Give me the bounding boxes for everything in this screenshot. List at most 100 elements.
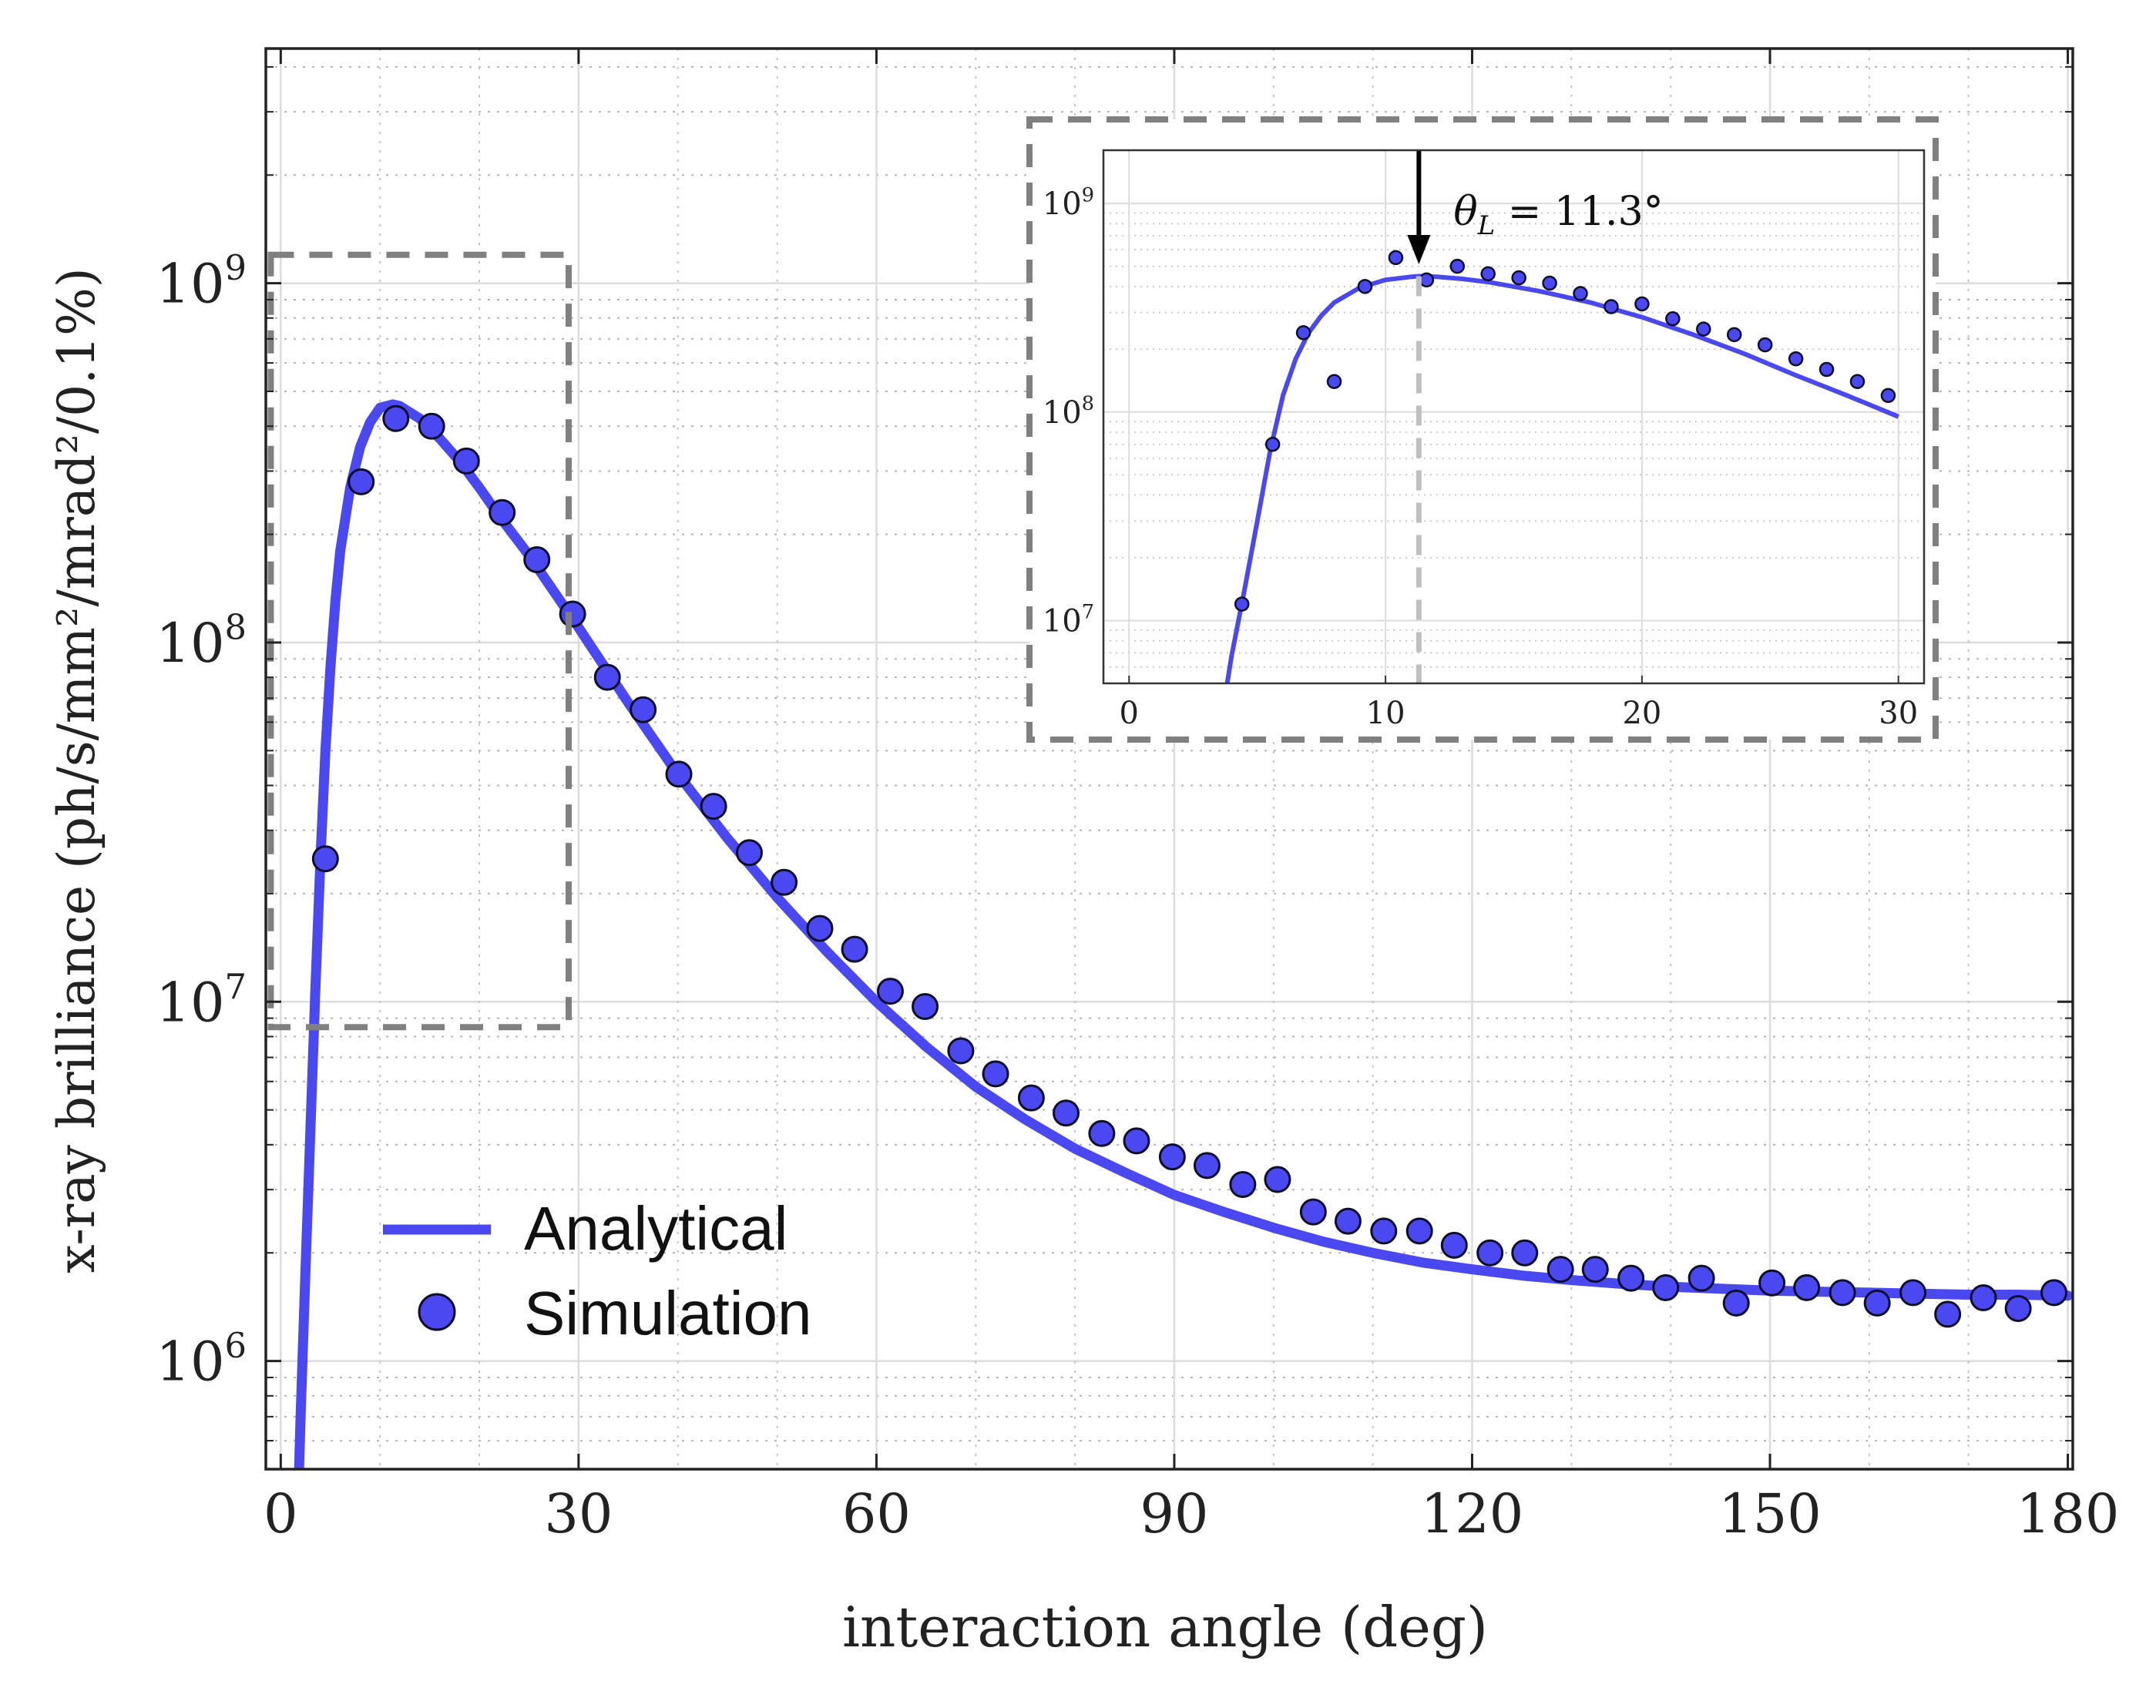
legend: Analytical Simulation — [383, 1194, 812, 1347]
simulation-point — [735, 839, 763, 867]
simulation-point — [2040, 1279, 2068, 1307]
inset-border — [1026, 116, 1939, 743]
inset-y-tick-label: 107 — [1043, 601, 1094, 639]
simulation-point — [1617, 1264, 1645, 1292]
simulation-point — [1264, 1166, 1291, 1193]
inset-simulation-point — [1357, 279, 1373, 294]
simulation-point — [489, 498, 516, 526]
simulation-point — [806, 914, 834, 942]
simulation-point — [1546, 1256, 1574, 1284]
inset-simulation-point — [1634, 296, 1650, 312]
inset-simulation-point — [1849, 374, 1866, 389]
simulation-point — [947, 1037, 975, 1065]
inset-simulation-point — [1234, 596, 1250, 612]
inset-x-tick-label: 20 — [1622, 696, 1661, 731]
plot-frame — [264, 47, 2074, 1471]
simulation-point — [700, 793, 727, 820]
y-tick-label: 106 — [156, 1325, 247, 1393]
simulation-point — [912, 992, 939, 1020]
simulation-point — [418, 412, 445, 440]
simulation-point — [1970, 1284, 1997, 1312]
inset-x-tick-label: 10 — [1366, 696, 1405, 731]
legend-label-simulation: Simulation — [524, 1279, 812, 1347]
simulation-point — [1017, 1084, 1045, 1112]
inset-simulation-point — [1665, 311, 1681, 327]
inset-simulation-point — [1264, 436, 1281, 452]
simulation-point — [876, 978, 904, 1005]
simulation-point — [1863, 1289, 1891, 1317]
inset-simulation-point — [1818, 361, 1835, 378]
simulation-point — [2004, 1294, 2032, 1322]
inset-simulation-point — [1388, 250, 1404, 266]
simulation-point — [1793, 1273, 1821, 1301]
inset-simulation-point — [1542, 275, 1557, 291]
simulation-point — [841, 935, 868, 963]
simulation-point — [1370, 1217, 1398, 1245]
y-tick-label: 109 — [156, 247, 247, 315]
inset-simulation-point — [1880, 388, 1896, 404]
inset-y-tick-label: 109 — [1043, 183, 1094, 222]
simulation-point — [982, 1060, 1009, 1088]
inset-x-tick-label: 30 — [1879, 696, 1918, 731]
inset-simulation-point — [1726, 327, 1742, 343]
inset-simulation-point — [1449, 258, 1466, 274]
simulation-point — [593, 663, 621, 691]
simulation-point — [1581, 1256, 1609, 1284]
simulation-point — [348, 468, 375, 495]
simulation-point — [1758, 1269, 1786, 1297]
y-axis-label: x-ray brilliance (ph/s/mm²/mrad²/0.1%) — [47, 267, 106, 1273]
inset-simulation-point — [1419, 272, 1435, 288]
inset-simulation-point — [1326, 374, 1342, 389]
main-series — [267, 251, 2073, 1469]
inset-background — [1029, 119, 1936, 740]
x-axis-label: interaction angle (deg) — [842, 1595, 1488, 1659]
simulation-point — [1405, 1217, 1433, 1245]
simulation-point — [1476, 1239, 1504, 1267]
simulation-point — [1229, 1170, 1257, 1198]
inset-simulation-point — [1604, 299, 1619, 314]
theta-l-annotation: θL = 11.3° — [1453, 189, 1663, 241]
simulation-point — [1652, 1273, 1680, 1301]
simulation-point — [311, 845, 339, 873]
simulation-point — [1829, 1279, 1856, 1307]
inset-simulation-point — [1295, 325, 1311, 341]
simulation-point — [382, 404, 410, 432]
simulation-point — [1123, 1127, 1150, 1155]
inset-simulation-point — [1511, 270, 1526, 286]
simulation-point — [1899, 1279, 1927, 1307]
theta-l-arrow-head — [1407, 235, 1431, 264]
simulation-point — [630, 696, 657, 723]
simulation-point — [665, 760, 693, 788]
simulation-point — [523, 545, 551, 573]
zoom-region-box — [267, 251, 572, 1031]
inset-x-tick-label: 0 — [1120, 696, 1139, 731]
inset-frame — [1102, 149, 1926, 685]
inset-chart: 107 108 109 0 10 20 30 θL = 11.3° — [1026, 116, 1939, 743]
x-tick-label: 30 — [544, 1482, 613, 1545]
inset-simulation-point — [1480, 266, 1496, 282]
simulation-point — [1088, 1119, 1116, 1147]
simulation-point — [1193, 1152, 1221, 1179]
simulation-point — [1053, 1099, 1080, 1127]
simulation-point — [1934, 1300, 1962, 1328]
y-tick-label: 108 — [156, 607, 247, 675]
x-tick-label: 0 — [264, 1482, 298, 1545]
simulation-point — [1334, 1207, 1362, 1235]
simulation-point — [1299, 1198, 1327, 1226]
x-tick-label: 120 — [1421, 1482, 1524, 1545]
x-tick-label: 180 — [2017, 1482, 2120, 1545]
legend-label-analytical: Analytical — [524, 1194, 788, 1263]
simulation-point — [771, 868, 798, 896]
y-tick-label: 107 — [156, 966, 247, 1034]
simulation-point — [1722, 1289, 1750, 1317]
legend-marker-swatch — [418, 1293, 456, 1331]
simulation-point — [1158, 1143, 1186, 1171]
x-tick-label: 60 — [842, 1482, 911, 1545]
simulation-point — [1440, 1231, 1468, 1259]
inset-simulation-point — [1757, 337, 1773, 353]
simulation-point — [1688, 1264, 1715, 1292]
simulation-point — [1511, 1239, 1539, 1267]
inset-simulation-point — [1696, 321, 1711, 337]
x-tick-label: 150 — [1718, 1482, 1822, 1545]
